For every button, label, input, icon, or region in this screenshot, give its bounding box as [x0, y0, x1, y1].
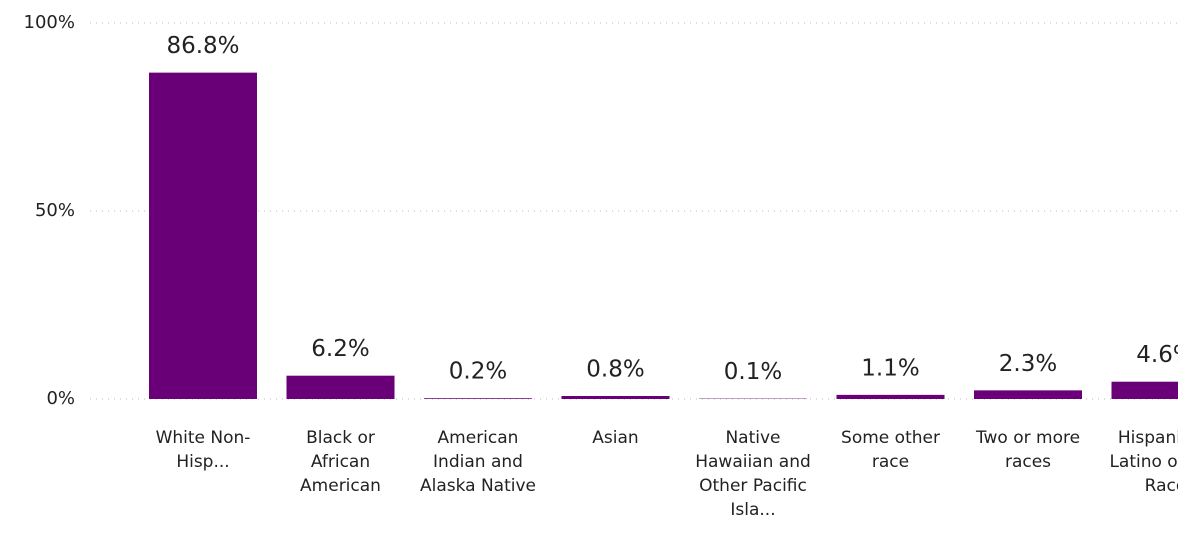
y-tick-label: 0%	[46, 388, 75, 409]
data-label: 1.1%	[861, 355, 919, 381]
bar	[561, 395, 670, 399]
x-tick-label: Black or African American	[300, 428, 381, 496]
x-tick-label: Native Hawaiian and Other Pacific Isla..…	[695, 428, 811, 520]
y-tick-label: 100%	[24, 12, 75, 33]
x-tick-label: White Non-Hisp...	[155, 428, 251, 472]
bar	[836, 394, 945, 399]
x-tick-label: Two or more races	[975, 428, 1081, 472]
data-label: 86.8%	[166, 33, 239, 59]
data-label: 6.2%	[311, 336, 369, 362]
y-tick-label: 50%	[35, 200, 75, 221]
data-label: 4.6%	[1136, 342, 1178, 368]
x-tick-label: Some other race	[841, 428, 940, 472]
x-tick-label: American Indian and Alaska Native	[419, 428, 537, 496]
data-label: 0.8%	[586, 356, 644, 382]
data-label: 0.2%	[449, 359, 507, 385]
bar	[149, 72, 257, 399]
bar	[286, 375, 395, 399]
data-label: 2.3%	[999, 351, 1057, 377]
bar	[424, 398, 532, 399]
bar	[974, 390, 1082, 399]
x-tick-label: Asian	[592, 428, 639, 448]
x-tick-label: Hispanic or Latino of Any Race	[1109, 428, 1178, 496]
data-label: 0.1%	[724, 359, 782, 385]
bar	[1111, 381, 1178, 399]
